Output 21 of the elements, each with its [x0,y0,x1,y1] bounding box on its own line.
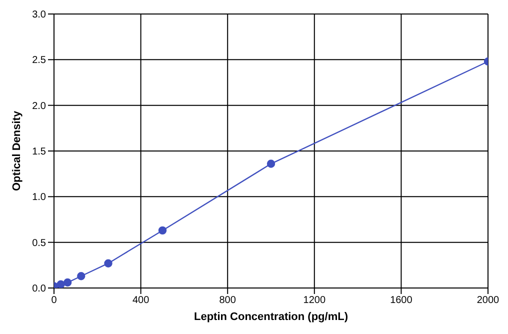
y-axis-title: Optical Density [10,110,23,191]
x-tick-label: 0 [51,295,58,306]
y-tick-label: 2.5 [32,55,46,66]
point [158,226,167,235]
x-tick-label: 400 [132,295,150,306]
point [63,278,72,287]
point [56,280,65,288]
point [104,259,112,268]
x-tick-label: 1200 [303,295,326,306]
y-tick-label: 2.0 [32,100,46,112]
point [77,272,86,280]
x-axis-title: Leptin Concentration (pg/mL) [194,311,348,323]
y-tick-label: 1.5 [32,146,46,158]
point [266,160,276,168]
y-tick-label: 1.0 [32,192,46,204]
y-tick-label: 0.5 [32,238,46,249]
y-tick-label: 3.0 [32,10,46,21]
x-tick-label: 800 [219,295,236,306]
x-tick-label: 2000 [476,295,500,306]
x-tick-label: 1600 [390,295,413,306]
y-tick-label: 0.0 [32,284,46,295]
